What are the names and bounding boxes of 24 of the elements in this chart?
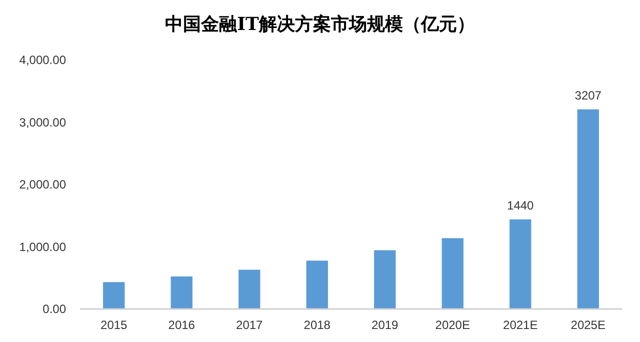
- bar: [238, 270, 260, 309]
- bar: [577, 109, 599, 309]
- x-tick-label: 2016: [168, 318, 196, 332]
- x-tick-label: 2017: [236, 318, 264, 332]
- y-tick-label: 2,000.00: [19, 178, 66, 192]
- y-tick-label: 0.00: [42, 302, 66, 316]
- bar: [170, 276, 192, 309]
- x-tick-label: 2015: [100, 318, 128, 332]
- y-tick-label: 3,000.00: [19, 115, 66, 130]
- x-tick-label: 2020E: [435, 318, 470, 332]
- bar: [306, 260, 328, 309]
- bar: [374, 250, 396, 309]
- x-tick-label: 2021E: [503, 318, 538, 332]
- bar: [510, 219, 532, 309]
- y-tick-label: 4,000.00: [19, 53, 66, 68]
- bar: [442, 238, 464, 309]
- y-tick-label: 1,000.00: [19, 240, 66, 254]
- x-tick-label: 2025E: [570, 318, 606, 332]
- x-tick-label: 2019: [372, 318, 399, 332]
- data-label: 1440: [507, 198, 534, 212]
- chart-title: 中国金融IT解决方案市场规模（亿元）: [165, 14, 475, 35]
- x-tick-label: 2018: [304, 318, 331, 332]
- data-label: 3207: [574, 88, 602, 102]
- bar: [103, 282, 125, 309]
